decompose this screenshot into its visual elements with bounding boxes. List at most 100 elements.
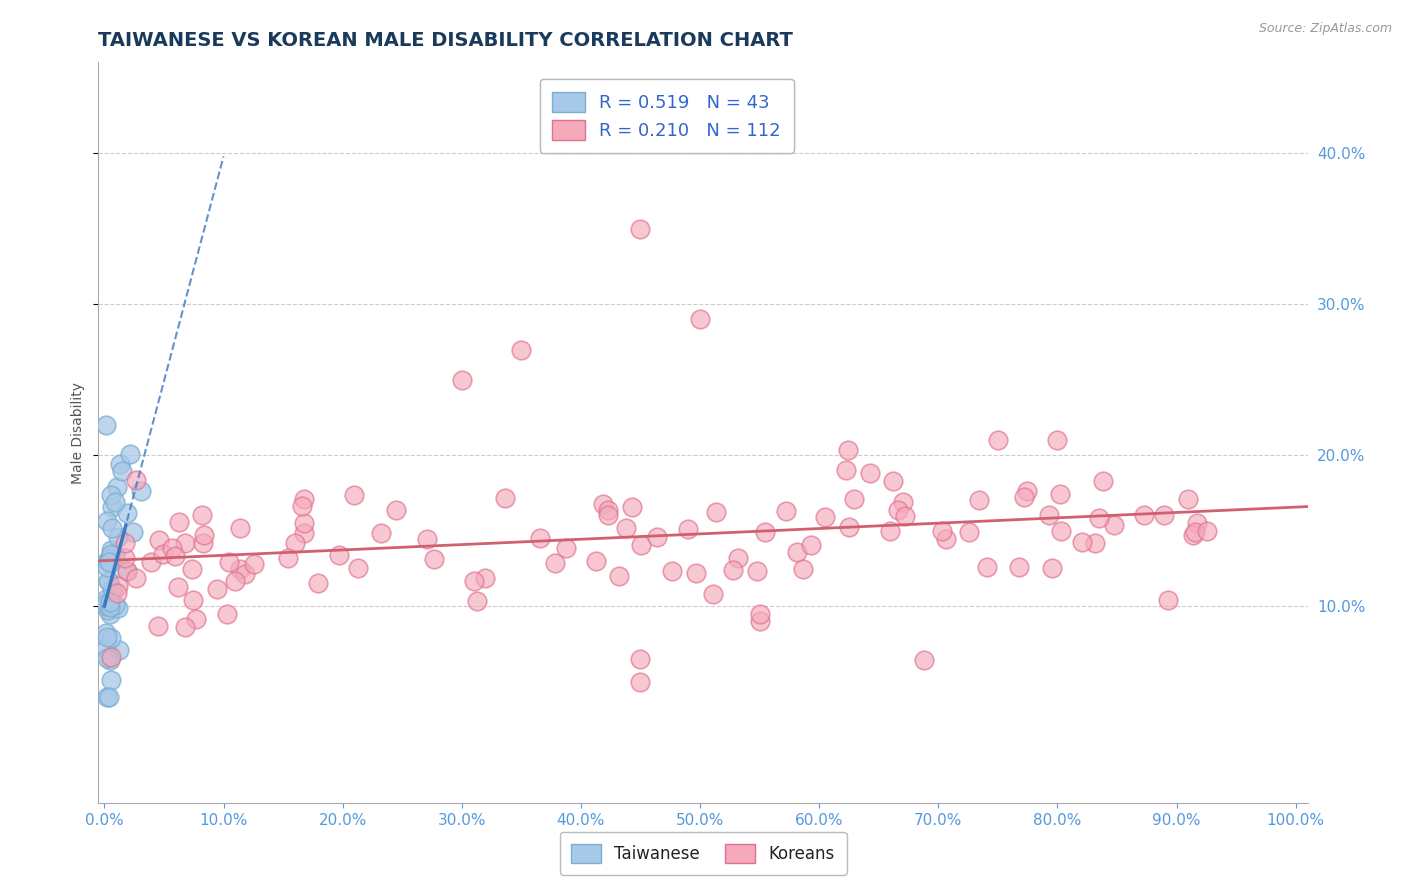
- Point: [97, 574, 120, 589]
- Point: [108, 457, 131, 471]
- Point: [385, 503, 408, 517]
- Point: [1184, 525, 1206, 540]
- Point: [307, 576, 329, 591]
- Point: [555, 541, 578, 555]
- Point: [100, 673, 122, 688]
- Point: [180, 561, 202, 575]
- Point: [544, 557, 567, 571]
- Point: [97, 574, 120, 589]
- Text: Source: ZipAtlas.com: Source: ZipAtlas.com: [1258, 22, 1392, 36]
- Point: [122, 525, 145, 540]
- Point: [592, 497, 614, 511]
- Point: [217, 607, 239, 622]
- Point: [976, 560, 998, 574]
- Point: [100, 632, 122, 646]
- Point: [292, 526, 315, 541]
- Point: [94, 418, 117, 433]
- Point: [94, 626, 117, 640]
- Point: [887, 503, 910, 517]
- Point: [474, 571, 496, 585]
- Point: [100, 543, 122, 558]
- Point: [1185, 516, 1208, 531]
- Y-axis label: Male Disability: Male Disability: [72, 382, 86, 483]
- Point: [173, 536, 195, 550]
- Point: [370, 526, 392, 541]
- Point: [987, 433, 1010, 447]
- Point: [186, 612, 208, 626]
- Point: [94, 599, 117, 614]
- Point: [1157, 593, 1180, 607]
- Point: [100, 548, 122, 562]
- Point: [107, 579, 129, 593]
- Point: [786, 545, 808, 559]
- Point: [97, 603, 120, 617]
- Point: [1008, 560, 1031, 574]
- Point: [191, 508, 214, 522]
- Point: [103, 495, 125, 509]
- Point: [100, 488, 122, 502]
- Point: [844, 491, 866, 506]
- Point: [104, 549, 127, 563]
- Point: [94, 596, 117, 610]
- Point: [125, 473, 148, 487]
- Point: [105, 586, 128, 600]
- Point: [328, 548, 350, 562]
- Point: [1092, 474, 1115, 488]
- Point: [1012, 490, 1035, 504]
- Point: [114, 550, 136, 565]
- Point: [450, 373, 472, 387]
- Point: [129, 483, 152, 498]
- Point: [167, 515, 190, 529]
- Point: [98, 653, 121, 667]
- Point: [598, 508, 620, 523]
- Point: [792, 562, 814, 576]
- Point: [224, 574, 246, 588]
- Point: [115, 564, 138, 578]
- Point: [125, 570, 148, 584]
- Point: [97, 690, 120, 704]
- Point: [645, 530, 668, 544]
- Point: [1070, 534, 1092, 549]
- Point: [115, 564, 138, 578]
- Point: [228, 562, 250, 576]
- Point: [630, 652, 652, 666]
- Point: [702, 587, 724, 601]
- Point: [146, 619, 169, 633]
- Point: [957, 524, 980, 539]
- Point: [748, 615, 770, 629]
- Point: [931, 524, 953, 539]
- Point: [689, 312, 711, 326]
- Point: [107, 643, 129, 657]
- Point: [229, 521, 252, 535]
- Point: [104, 598, 127, 612]
- Point: [105, 480, 128, 494]
- Point: [94, 591, 117, 606]
- Point: [838, 520, 860, 534]
- Point: [97, 555, 120, 569]
- Point: [614, 521, 637, 535]
- Point: [291, 499, 314, 513]
- Point: [101, 584, 124, 599]
- Point: [277, 550, 299, 565]
- Point: [1177, 491, 1199, 506]
- Point: [101, 582, 124, 596]
- Point: [94, 642, 117, 657]
- Point: [96, 651, 118, 665]
- Point: [727, 551, 749, 566]
- Point: [343, 488, 366, 502]
- Point: [118, 447, 141, 461]
- Point: [1046, 433, 1069, 447]
- Point: [98, 607, 121, 622]
- Point: [1084, 536, 1107, 550]
- Point: [205, 582, 228, 596]
- Point: [775, 504, 797, 518]
- Point: [1088, 510, 1111, 524]
- Point: [284, 536, 307, 550]
- Point: [748, 607, 770, 621]
- Point: [814, 510, 837, 524]
- Point: [423, 551, 446, 566]
- Point: [834, 463, 856, 477]
- Point: [630, 538, 652, 552]
- Point: [859, 467, 882, 481]
- Point: [465, 594, 488, 608]
